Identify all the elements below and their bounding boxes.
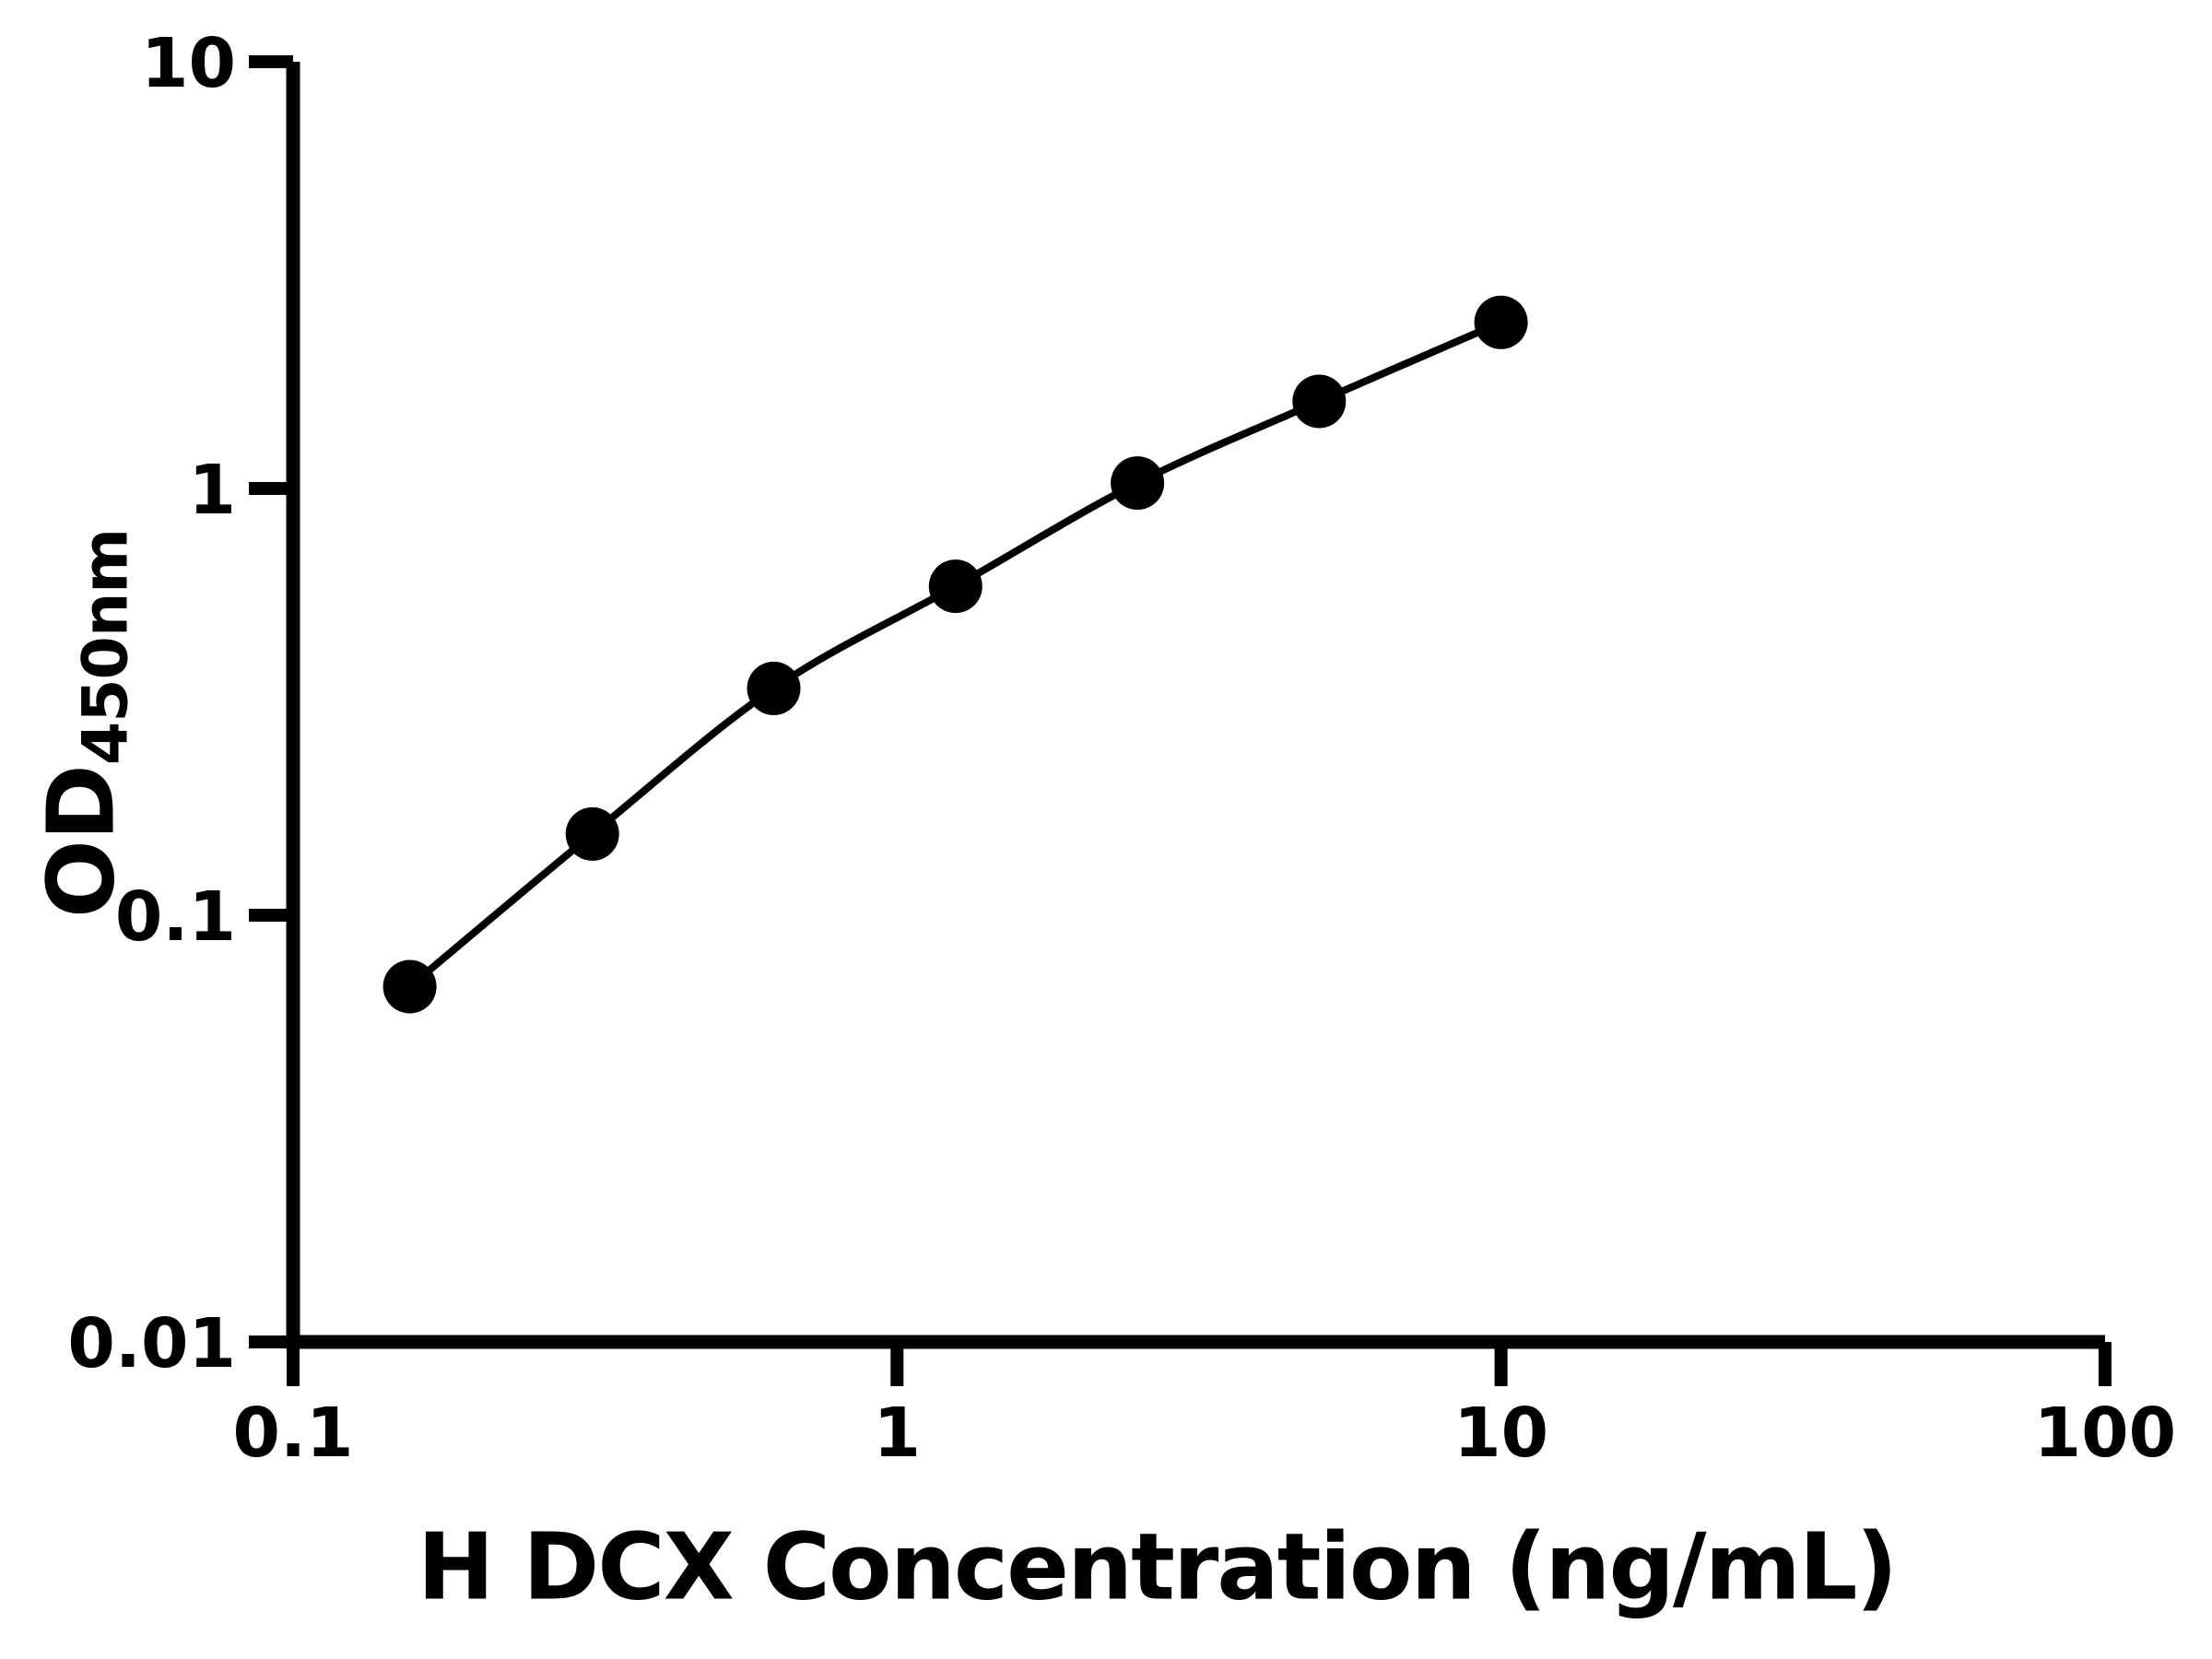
x-tick-label: 1 bbox=[874, 1394, 922, 1473]
y-axis-title-subscript: 450nm bbox=[69, 528, 143, 766]
data-point-marker bbox=[1292, 374, 1347, 429]
data-point-marker bbox=[747, 661, 801, 715]
data-point-marker bbox=[382, 959, 437, 1014]
data-point-marker bbox=[1111, 456, 1165, 511]
standard-curve-path bbox=[406, 319, 1503, 990]
x-tick-label: 0.1 bbox=[232, 1394, 353, 1473]
x-axis-title: H DCX Concentration (ng/mL) bbox=[417, 1512, 1898, 1621]
data-point-marker bbox=[1474, 295, 1528, 349]
x-tick-label: 10 bbox=[1453, 1394, 1548, 1473]
y-tick-label: 0.01 bbox=[67, 1304, 236, 1383]
x-tick-label: 100 bbox=[2034, 1394, 2176, 1473]
y-axis-title: OD450nm bbox=[28, 529, 143, 918]
y-tick-label: 0.1 bbox=[115, 877, 236, 957]
y-axis-title-main: OD bbox=[27, 765, 135, 919]
y-tick-label: 1 bbox=[189, 451, 237, 530]
data-point-marker bbox=[565, 806, 619, 861]
y-tick-label: 10 bbox=[141, 24, 236, 103]
data-point-marker bbox=[928, 559, 982, 614]
